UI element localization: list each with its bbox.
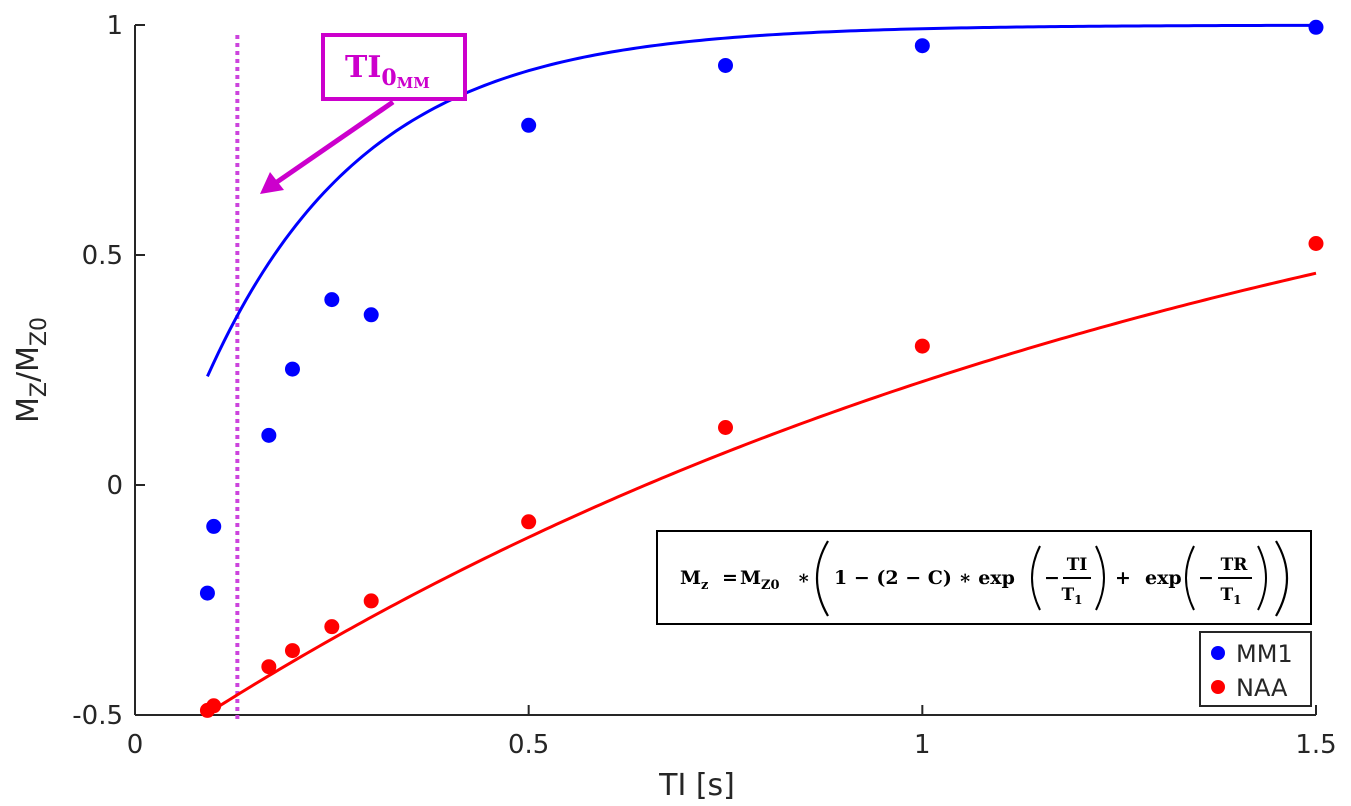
- legend-box: [1199, 631, 1312, 707]
- x-tick-label: 1: [914, 730, 931, 760]
- equation-mz0: MZ0: [740, 567, 780, 593]
- point-mm1: [199, 585, 215, 601]
- equation-outer-paren-left: [815, 540, 829, 617]
- point-mm1: [718, 57, 733, 73]
- ti0-label-box: [321, 33, 467, 101]
- point-naa: [914, 338, 930, 354]
- y-axis-label-sub1: Z: [27, 382, 52, 397]
- legend: MM1 NAA: [1199, 631, 1312, 707]
- equation-paren1-left: [1031, 545, 1041, 611]
- point-naa: [521, 514, 537, 530]
- y-tick-label: -0.5: [72, 701, 123, 731]
- equation-plus: +: [1115, 567, 1131, 589]
- y-tick-label: 1: [106, 11, 123, 41]
- point-mm1: [363, 307, 379, 323]
- equation-paren2-left: [1185, 545, 1195, 611]
- equation-term1: 1 − (2 − C) ∗ exp: [834, 567, 1015, 589]
- equation-minus1: −: [1044, 567, 1060, 589]
- equation-frac2-num: TR: [1221, 555, 1249, 575]
- y-axis-label-mid: /M: [11, 346, 46, 382]
- point-mm1: [206, 518, 222, 534]
- point-naa: [363, 593, 379, 609]
- legend-label-naa: NAA: [1236, 674, 1288, 702]
- axes: [134, 25, 1316, 716]
- legend-marker-mm1: [1211, 646, 1225, 660]
- y-axis-label-main: M: [11, 397, 46, 423]
- data-points: [199, 19, 1324, 718]
- equation-frac1-num: TI: [1067, 555, 1088, 575]
- y-axis-label: MZ/MZ0: [11, 317, 52, 423]
- x-tick-label: 0.5: [508, 730, 549, 760]
- point-naa: [261, 659, 277, 675]
- point-mm1: [914, 38, 930, 54]
- x-tick-label: 0: [127, 730, 144, 760]
- equation-lhs: Mz: [680, 567, 708, 593]
- y-tick-label: 0: [106, 471, 123, 501]
- point-naa: [1308, 236, 1324, 251]
- equation-minus2: −: [1198, 567, 1214, 589]
- ti0-label-subsub: MM: [397, 74, 430, 92]
- point-naa: [324, 619, 340, 635]
- point-mm1: [324, 292, 340, 308]
- point-mm1: [1308, 19, 1324, 35]
- equation-paren2-right: [1257, 545, 1267, 611]
- point-mm1: [521, 117, 537, 133]
- legend-label-mm1: MM1: [1236, 640, 1293, 668]
- ti0-label: TI0MM: [345, 50, 430, 92]
- ti0-arrow-shaft: [275, 99, 395, 185]
- equation-outer-paren-right: [1275, 540, 1289, 617]
- fit-curve-mm1: [206, 23, 1317, 377]
- fit-curve-naa: [206, 271, 1317, 715]
- equation-frac2-den: T1: [1220, 585, 1241, 607]
- y-ticks: -0.5 0 0.5 1: [72, 11, 145, 731]
- equation-paren1-right: [1095, 545, 1105, 611]
- x-axis-label: TI [s]: [658, 768, 735, 803]
- ti0-label-sub: 0: [381, 65, 396, 91]
- point-mm1: [261, 427, 277, 443]
- ti0-arrow-head: [260, 172, 284, 194]
- point-naa: [284, 643, 300, 659]
- x-tick-label: 1.5: [1295, 730, 1336, 760]
- equation-term2: exp: [1145, 567, 1182, 589]
- equation-frac1-den: T1: [1061, 585, 1082, 607]
- equation-box: Mz = MZ0 ∗ 1 − (2 − C) ∗ exp − TI T1 + e…: [656, 530, 1312, 625]
- ti0-annotation: TI0MM: [260, 33, 467, 194]
- point-mm1: [284, 361, 300, 377]
- ti0-label-main: TI: [345, 50, 381, 85]
- x-ticks: 0 0.5 1 1.5: [127, 705, 1337, 760]
- equation-equals: =: [722, 567, 738, 589]
- legend-marker-naa: [1211, 680, 1225, 694]
- equation-star: ∗: [797, 567, 810, 589]
- point-naa: [718, 420, 733, 435]
- y-axis-label-sub2: Z0: [27, 317, 52, 346]
- equation-frame: [656, 530, 1312, 625]
- fit-curves: [206, 23, 1317, 715]
- point-naa: [206, 698, 222, 714]
- y-tick-label: 0.5: [82, 241, 123, 271]
